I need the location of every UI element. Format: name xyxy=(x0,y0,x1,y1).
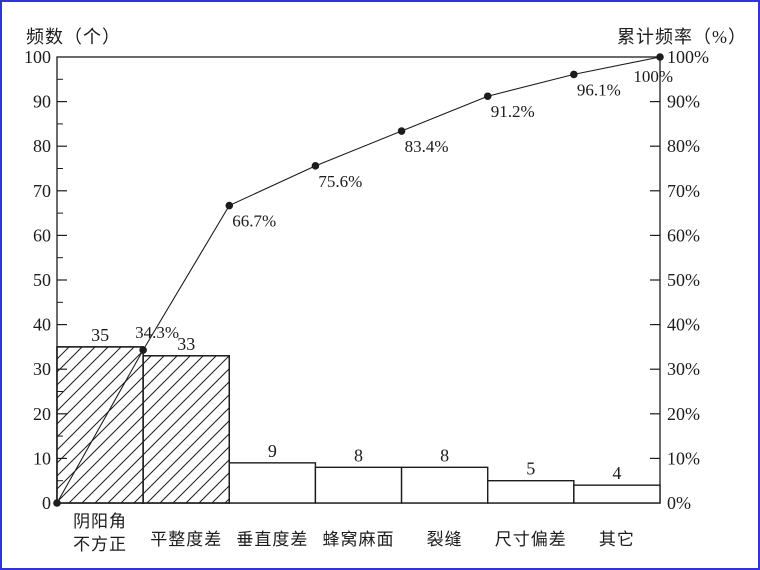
cumulative-point-label: 100% xyxy=(633,67,673,86)
bar xyxy=(487,480,575,504)
cumulative-point-label: 96.1% xyxy=(577,80,621,99)
right-axis-tick-label: 60% xyxy=(667,225,700,245)
bar xyxy=(573,484,661,504)
bar xyxy=(314,466,403,504)
right-axis-tick-label: 30% xyxy=(667,359,700,379)
cumulative-point xyxy=(397,127,406,135)
right-axis-tick-label: 40% xyxy=(667,315,700,335)
category-label: 垂直度差 xyxy=(236,530,308,549)
bar-hatch xyxy=(142,355,230,504)
cumulative-point-label: 34.3% xyxy=(135,323,179,342)
left-axis-tick-label: 90 xyxy=(33,92,51,112)
cumulative-point-label: 83.4% xyxy=(405,137,449,156)
category-label: 平整度差 xyxy=(150,530,222,549)
bar-value-label: 35 xyxy=(91,325,109,345)
bar-value-label: 5 xyxy=(526,459,535,479)
right-axis-tick-label: 20% xyxy=(667,404,700,424)
right-axis-tick-label: 10% xyxy=(667,448,700,468)
bar xyxy=(228,462,317,504)
bar-value-label: 8 xyxy=(440,445,449,465)
cumulative-point xyxy=(53,499,61,507)
bar xyxy=(400,466,489,504)
category-label: 裂缝 xyxy=(427,530,463,549)
bar-value-label: 4 xyxy=(612,463,621,483)
left-axis-tick-label: 40 xyxy=(33,315,51,335)
cumulative-point xyxy=(656,53,664,61)
right-axis-tick-label: 50% xyxy=(667,270,700,290)
bar-hatch xyxy=(56,346,144,504)
left-axis-tick-label: 80 xyxy=(33,136,51,156)
cumulative-line xyxy=(56,56,661,504)
cumulative-point-label: 91.2% xyxy=(491,102,535,121)
bar-value-label: 9 xyxy=(268,441,277,461)
left-axis-tick-label: 30 xyxy=(33,359,51,379)
right-axis-tick-label: 100% xyxy=(667,47,709,67)
bar-value-label: 33 xyxy=(177,334,195,354)
left-axis-tick-label: 100 xyxy=(24,47,51,67)
category-label: 其它 xyxy=(599,530,635,549)
left-axis-tick-label: 50 xyxy=(33,270,51,290)
category-label: 蜂窝麻面 xyxy=(323,530,395,549)
right-axis-tick-label: 0% xyxy=(667,493,691,513)
left-axis-title: 频数（个） xyxy=(26,27,121,47)
right-axis-title: 累计频率（%） xyxy=(617,27,747,47)
cumulative-point xyxy=(225,201,234,210)
bar-value-label: 8 xyxy=(354,445,363,465)
cumulative-point-label: 66.7% xyxy=(232,212,276,231)
left-axis-tick-label: 20 xyxy=(33,404,51,424)
cumulative-point-label: 75.6% xyxy=(318,172,362,191)
cumulative-point xyxy=(311,162,320,170)
left-axis-tick-label: 70 xyxy=(33,181,51,201)
cumulative-point xyxy=(570,70,578,79)
left-axis-tick-label: 60 xyxy=(33,225,51,245)
left-axis-tick-label: 10 xyxy=(33,448,51,468)
cumulative-point xyxy=(139,346,147,354)
right-axis-tick-label: 80% xyxy=(667,136,700,156)
category-label: 阴阳角不方正 xyxy=(73,512,127,554)
left-axis-tick-label: 0 xyxy=(42,493,51,513)
right-axis-tick-label: 90% xyxy=(667,92,700,112)
category-label: 尺寸偏差 xyxy=(495,530,567,549)
right-axis-tick-label: 70% xyxy=(667,181,700,201)
cumulative-point xyxy=(483,92,492,101)
